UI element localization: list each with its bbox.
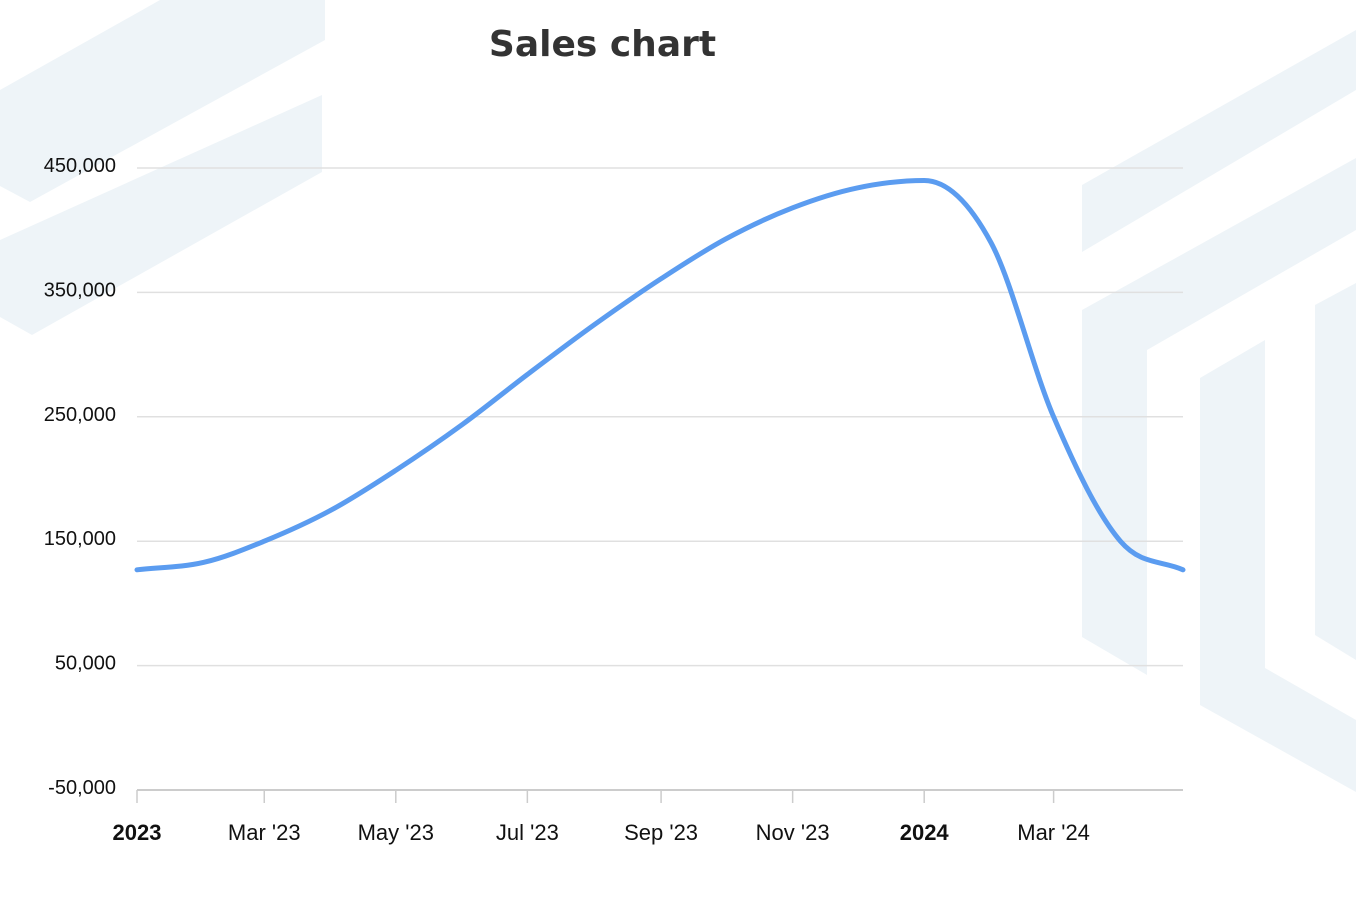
series-layer — [134, 177, 1186, 573]
y-axis-labels: -50,000 50,000 150,000 250,000 350,000 450,00… — [44, 155, 116, 799]
y-tick-label: 50,000 — [55, 653, 116, 675]
y-tick-label: 450,000 — [44, 155, 116, 177]
x-tick-label: May '23 — [358, 820, 434, 845]
x-axis-labels: 2023 Mar '23 May '23 Jul '23 Sep '23 Nov '23 2… — [113, 820, 1090, 845]
y-tick-label: -50,000 — [48, 777, 116, 799]
x-axis — [136, 789, 1183, 803]
x-tick-label: Nov '23 — [756, 820, 830, 845]
y-tick-label: 250,000 — [44, 404, 116, 426]
x-tick-label: 2023 — [113, 820, 162, 845]
grid-lines — [137, 167, 1183, 667]
chart-title: Sales chart — [488, 24, 717, 65]
x-tick-label: Mar '24 — [1017, 820, 1090, 845]
x-tick-label: Mar '23 — [228, 820, 301, 845]
x-tick-label: Jul '23 — [496, 820, 559, 845]
y-tick-label: 150,000 — [44, 528, 116, 550]
sales-series-line — [134, 177, 1186, 573]
y-tick-label: 350,000 — [44, 279, 116, 301]
x-tick-label: Sep '23 — [624, 820, 698, 845]
x-tick-label: 2024 — [900, 820, 950, 845]
